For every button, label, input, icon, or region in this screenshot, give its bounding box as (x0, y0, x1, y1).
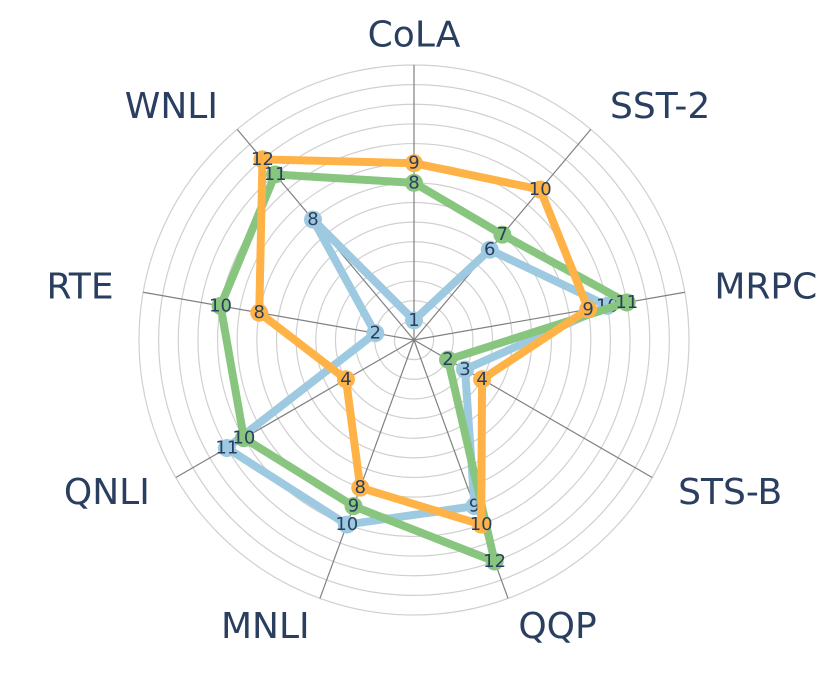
axis-label: WNLI (125, 86, 218, 127)
axis-label: CoLA (368, 15, 461, 56)
data-point (617, 293, 636, 312)
data-label: 11 (215, 438, 238, 459)
data-point (366, 324, 385, 343)
data-point (405, 154, 423, 173)
data-point (211, 296, 230, 315)
data-point (531, 180, 550, 199)
axis-spoke (413, 291, 685, 341)
data-label: 11 (264, 164, 287, 185)
axis-label: RTE (46, 267, 113, 308)
data-label: 10 (529, 179, 552, 200)
data-label: 8 (408, 172, 419, 193)
series-line (255, 155, 593, 529)
data-label: 8 (254, 302, 265, 323)
data-label: 2 (370, 323, 381, 344)
data-label: 9 (408, 153, 419, 174)
axis-label: QNLI (64, 472, 150, 513)
data-label: 10 (335, 514, 358, 535)
data-label: 3 (459, 359, 470, 380)
data-label: 9 (582, 299, 593, 320)
data-point (439, 350, 458, 369)
data-point (480, 240, 499, 259)
data-point (472, 515, 491, 534)
data-point (337, 515, 356, 534)
data-label: 10 (232, 428, 255, 449)
data-label: 4 (476, 369, 487, 390)
data-point (266, 165, 285, 184)
data-label: 4 (340, 369, 351, 390)
axis-label: STS-B (678, 472, 782, 513)
data-point (217, 439, 236, 458)
series-line (222, 215, 612, 529)
axis-label: MRPC (714, 267, 817, 308)
data-label: 8 (307, 209, 318, 230)
data-label: 1 (408, 310, 419, 331)
data-label: 9 (469, 496, 480, 517)
data-label: 7 (497, 224, 508, 245)
series-line (216, 170, 631, 566)
data-label: 6 (484, 239, 495, 260)
axis-spoke (175, 339, 415, 479)
axis-label: QQP (518, 606, 596, 647)
axis-label: SST-2 (610, 86, 710, 127)
data-point (253, 150, 272, 169)
data-point (405, 173, 423, 192)
data-point (456, 360, 475, 379)
data-point (485, 552, 504, 571)
data-point (493, 225, 512, 244)
data-label: 10 (209, 295, 232, 316)
axis-label: MNLI (221, 606, 310, 647)
data-point (405, 311, 423, 330)
data-point (473, 370, 492, 389)
data-point (351, 478, 370, 497)
data-label: 8 (355, 477, 366, 498)
data-point (303, 210, 322, 229)
data-point (344, 497, 363, 516)
data-point (234, 429, 253, 448)
axis-labels: CoLA SST-2 MRPC STS-B QQP MNLI QNLI RTE WNLI (46, 15, 817, 648)
data-label: 9 (348, 496, 359, 517)
data-point (336, 370, 355, 389)
data-point (250, 303, 269, 322)
axis-spoke (319, 339, 415, 599)
data-label: 2 (442, 349, 453, 370)
data-label: 10 (470, 514, 493, 535)
data-label: 12 (483, 551, 506, 572)
data-label: 12 (251, 149, 274, 170)
data-label: 11 (615, 292, 638, 313)
data-point (579, 300, 598, 319)
